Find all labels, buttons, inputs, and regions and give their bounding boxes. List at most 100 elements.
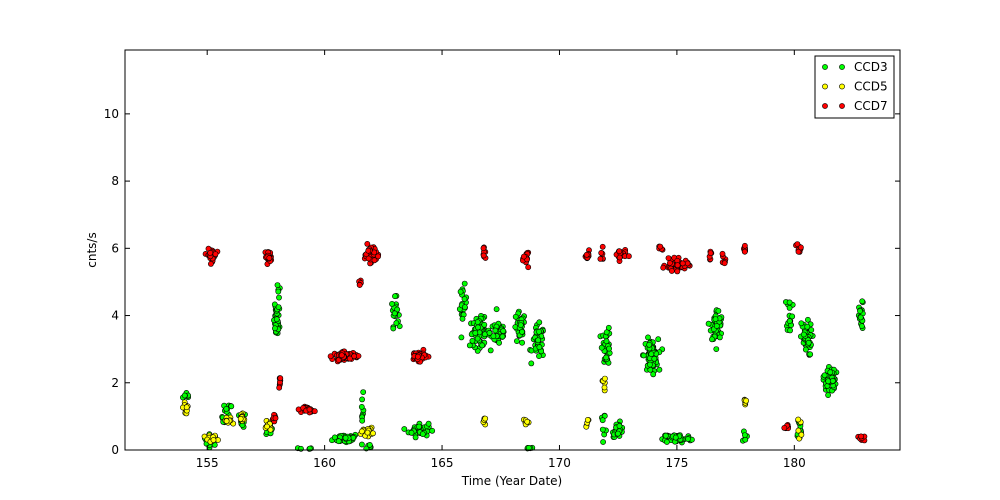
data-point-ccd3 (715, 307, 722, 314)
legend-label-ccd5: CCD5 (854, 80, 888, 94)
legend-label-ccd7: CCD7 (854, 99, 888, 113)
data-point-ccd3 (342, 434, 349, 441)
data-point-ccd7 (599, 243, 606, 250)
data-point-ccd5 (482, 415, 489, 422)
x-tick-label: 180 (783, 456, 806, 470)
data-point-ccd3 (474, 335, 481, 342)
data-point-ccd3 (808, 327, 815, 333)
data-point-ccd3 (600, 439, 606, 445)
data-point-ccd3 (275, 304, 282, 310)
data-point-ccd3 (392, 293, 398, 300)
data-point-ccd3 (425, 420, 432, 427)
data-point-ccd3 (786, 318, 793, 324)
data-point-ccd3 (615, 430, 621, 437)
data-point-ccd7 (266, 255, 273, 261)
data-point-ccd3 (469, 337, 476, 344)
data-point-ccd3 (709, 336, 715, 343)
data-point-ccd7 (858, 433, 864, 440)
data-point-ccd7 (327, 353, 334, 360)
data-point-ccd3 (493, 306, 500, 313)
data-point-ccd3 (535, 337, 541, 344)
data-point-ccd7 (212, 251, 219, 257)
data-point-ccd7 (616, 248, 623, 255)
legend-marker-ccd7 (839, 103, 845, 109)
legend-marker-ccd5 (839, 83, 845, 90)
data-point-ccd3 (461, 280, 468, 287)
data-point-ccd7 (667, 260, 673, 266)
data-point-ccd5 (237, 415, 244, 422)
data-point-ccd5 (601, 384, 608, 391)
data-point-ccd3 (358, 403, 365, 410)
data-point-ccd3 (276, 294, 282, 301)
data-point-ccd7 (480, 252, 487, 259)
data-point-ccd3 (519, 339, 525, 346)
data-point-ccd3 (825, 392, 831, 398)
data-point-ccd3 (645, 334, 651, 341)
data-point-ccd3 (536, 319, 543, 326)
data-point-ccd3 (360, 389, 367, 395)
data-point-ccd5 (370, 430, 376, 437)
data-point-ccd3 (713, 323, 720, 329)
legend-marker-ccd7 (822, 103, 828, 109)
data-point-ccd3 (358, 441, 365, 448)
data-point-ccd3 (408, 429, 415, 436)
data-point-ccd3 (603, 329, 610, 336)
data-point-ccd3 (787, 327, 793, 334)
data-point-ccd3 (359, 417, 366, 424)
data-point-ccd3 (685, 436, 691, 442)
data-point-ccd5 (223, 418, 230, 424)
data-point-ccd7 (719, 250, 726, 257)
data-point-ccd3 (419, 431, 426, 437)
data-point-ccd7 (798, 244, 804, 251)
data-point-ccd3 (519, 328, 525, 335)
data-point-ccd3 (859, 298, 866, 305)
data-point-ccd3 (599, 426, 606, 433)
data-point-ccd7 (365, 255, 372, 262)
data-point-ccd3 (705, 320, 712, 327)
data-point-ccd3 (331, 434, 338, 441)
data-point-ccd3 (655, 336, 662, 343)
data-point-ccd3 (662, 432, 669, 439)
legend-marker-ccd5 (822, 83, 828, 90)
data-point-ccd7 (794, 241, 801, 247)
data-point-ccd3 (859, 323, 865, 329)
data-point-ccd3 (664, 439, 670, 445)
data-point-ccd3 (651, 355, 658, 362)
data-point-ccd3 (401, 426, 408, 432)
data-point-ccd7 (674, 268, 681, 275)
data-point-ccd3 (647, 361, 653, 368)
data-point-ccd7 (597, 255, 604, 262)
data-point-ccd3 (650, 371, 657, 378)
data-point-ccd7 (660, 264, 667, 271)
x-tick-label: 160 (313, 456, 336, 470)
data-point-ccd3 (416, 423, 422, 430)
data-point-ccd7 (207, 260, 214, 267)
data-point-ccd5 (795, 427, 802, 434)
data-point-ccd3 (821, 372, 828, 379)
data-point-ccd3 (802, 346, 809, 353)
data-point-ccd3 (648, 351, 655, 357)
data-point-ccd3 (672, 434, 679, 441)
data-point-ccd3 (786, 304, 793, 311)
data-point-ccd3 (474, 319, 481, 325)
y-tick-label: 0 (111, 443, 119, 457)
data-point-ccd3 (496, 339, 502, 346)
data-point-ccd3 (805, 339, 812, 346)
y-tick-label: 2 (111, 376, 119, 390)
y-tick-label: 10 (104, 107, 119, 121)
data-point-ccd3 (412, 434, 419, 441)
data-point-ccd7 (583, 251, 590, 258)
data-point-ccd3 (490, 333, 497, 339)
data-point-ccd3 (273, 316, 280, 323)
data-point-ccd7 (364, 240, 371, 247)
data-point-ccd3 (481, 321, 488, 328)
data-point-ccd3 (805, 316, 811, 323)
data-point-ccd3 (274, 282, 281, 288)
data-point-ccd3 (223, 405, 230, 412)
data-point-ccd3 (492, 327, 499, 334)
data-point-ccd3 (603, 338, 610, 345)
plot-area-frame (124, 49, 901, 451)
legend-box (814, 55, 895, 119)
data-point-ccd7 (707, 250, 714, 256)
data-point-ccd7 (346, 355, 353, 362)
